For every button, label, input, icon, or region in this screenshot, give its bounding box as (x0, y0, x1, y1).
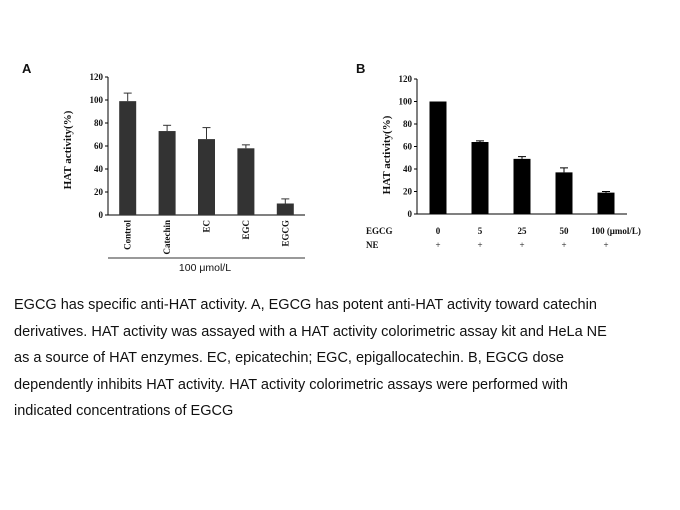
x-category-label: 50 (560, 226, 570, 236)
bar-egc (237, 148, 255, 215)
caption-line: as a source of HAT enzymes. EC, epicatec… (14, 350, 564, 366)
y-tick-label: 100 (90, 95, 104, 105)
panel-a-y-axis-label: HAT activity(%) (62, 110, 74, 189)
ne-plus-label: + (561, 240, 566, 250)
panel-a-group-label: 100 μmol/L (179, 262, 231, 274)
caption-line: derivatives. HAT activity was assayed wi… (14, 323, 607, 340)
bar-control (119, 101, 137, 215)
x-category-label: EGCG (280, 220, 290, 247)
bar-egcg (276, 203, 294, 215)
y-tick-label: 40 (94, 164, 104, 174)
y-tick-label: 0 (408, 209, 413, 219)
panel-a: A HAT activity(%) 0 20 40 60 80 100 120 Contro… (22, 61, 305, 274)
panel-a-letter: A (22, 61, 32, 76)
caption-line: indicated concentrations of EGCG (14, 403, 234, 419)
y-tick-label: 120 (90, 72, 104, 82)
panel-b: B HAT activity(%) 0 20 40 60 80 100 120 EGCG N… (356, 61, 641, 250)
y-tick-label: 0 (99, 210, 104, 220)
y-tick-label: 40 (403, 164, 413, 174)
x-category-label: 25 (518, 226, 528, 236)
panel-b-letter: B (356, 61, 365, 76)
x-category-label: 0 (436, 226, 441, 236)
x-category-label: 5 (478, 226, 483, 236)
bar-100 (597, 192, 615, 214)
bar-catechin (158, 131, 176, 215)
x-category-label: EGC (241, 220, 251, 240)
y-tick-label: 120 (399, 74, 413, 84)
figure: A HAT activity(%) 0 20 40 60 80 100 120 Contro… (22, 61, 641, 274)
x-category-label: Catechin (162, 220, 172, 255)
y-tick-label: 20 (94, 187, 104, 197)
y-tick-label: 80 (403, 119, 413, 129)
y-tick-label: 80 (94, 118, 104, 128)
ne-plus-label: + (477, 240, 482, 250)
caption-line: EGCG has specific anti-HAT activity. A, … (14, 297, 597, 313)
x-category-label: 100 (μmol/L) (591, 226, 641, 236)
panel-b-egcg-row-label: EGCG (366, 226, 393, 236)
y-tick-label: 60 (94, 141, 104, 151)
bar-ec (198, 139, 215, 215)
caption-line: dependently inhibits HAT activity. HAT a… (14, 376, 568, 393)
bar-50 (555, 172, 573, 214)
figure-caption: EGCG has specific anti-HAT activity. A, … (14, 292, 670, 425)
ne-plus-label: + (435, 240, 440, 250)
y-tick-label: 20 (403, 187, 413, 197)
y-tick-label: 100 (399, 97, 413, 107)
ne-plus-label: + (519, 240, 524, 250)
bar-5 (471, 142, 489, 214)
panel-b-ne-row-label: NE (366, 240, 379, 250)
ne-plus-label: + (603, 240, 608, 250)
y-tick-label: 60 (403, 142, 413, 152)
bar-25 (513, 158, 531, 214)
x-category-label: EC (202, 220, 212, 233)
x-category-label: Control (123, 220, 133, 250)
bar-0 (429, 101, 447, 214)
panel-b-y-axis-label: HAT activity(%) (381, 115, 393, 194)
